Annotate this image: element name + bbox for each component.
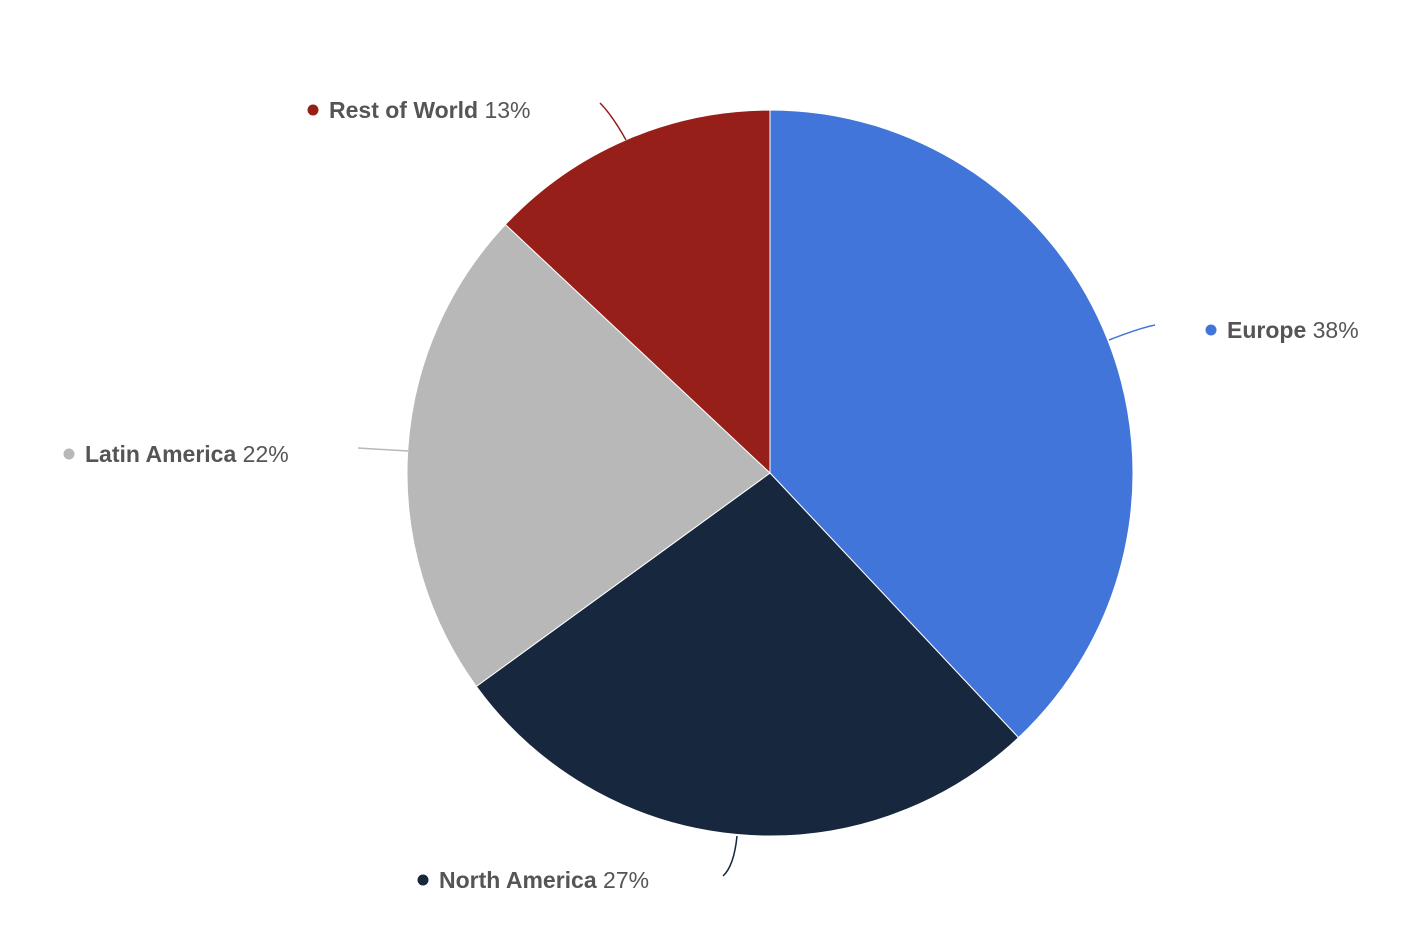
label-dot-north-america <box>417 874 429 886</box>
pie-slice-north-america[interactable] <box>475 472 1020 837</box>
slice-value: 27% <box>597 867 649 893</box>
data-label-north-america: North America 27% <box>439 867 649 893</box>
data-labels: Europe 38% North America 27% Latin America… <box>63 97 1359 893</box>
slice-name: North America <box>439 867 597 893</box>
slice-name: Europe <box>1227 317 1306 343</box>
label-connectors <box>357 102 1156 877</box>
connector-north-america <box>722 835 738 877</box>
connector-europe <box>1108 324 1156 341</box>
data-label-rest-of-world: Rest of World 13% <box>329 97 531 123</box>
slice-name: Latin America <box>85 441 236 467</box>
connector-rest-of-world <box>599 102 627 141</box>
label-dot-europe <box>1205 324 1217 336</box>
data-label-latin-america: Latin America 22% <box>85 441 289 467</box>
label-dot-latin-america <box>63 448 75 460</box>
data-label-europe: Europe 38% <box>1227 317 1359 343</box>
pie-slice-europe[interactable] <box>769 109 1134 739</box>
connector-latin-america <box>357 447 409 452</box>
slice-value: 38% <box>1306 317 1358 343</box>
pie-slice-latin-america[interactable] <box>406 223 771 688</box>
slice-name: Rest of World <box>329 97 478 123</box>
label-dot-rest-of-world <box>307 104 319 116</box>
slice-value: 22% <box>236 441 288 467</box>
slice-value: 13% <box>478 97 530 123</box>
pie-slices <box>406 109 1134 837</box>
